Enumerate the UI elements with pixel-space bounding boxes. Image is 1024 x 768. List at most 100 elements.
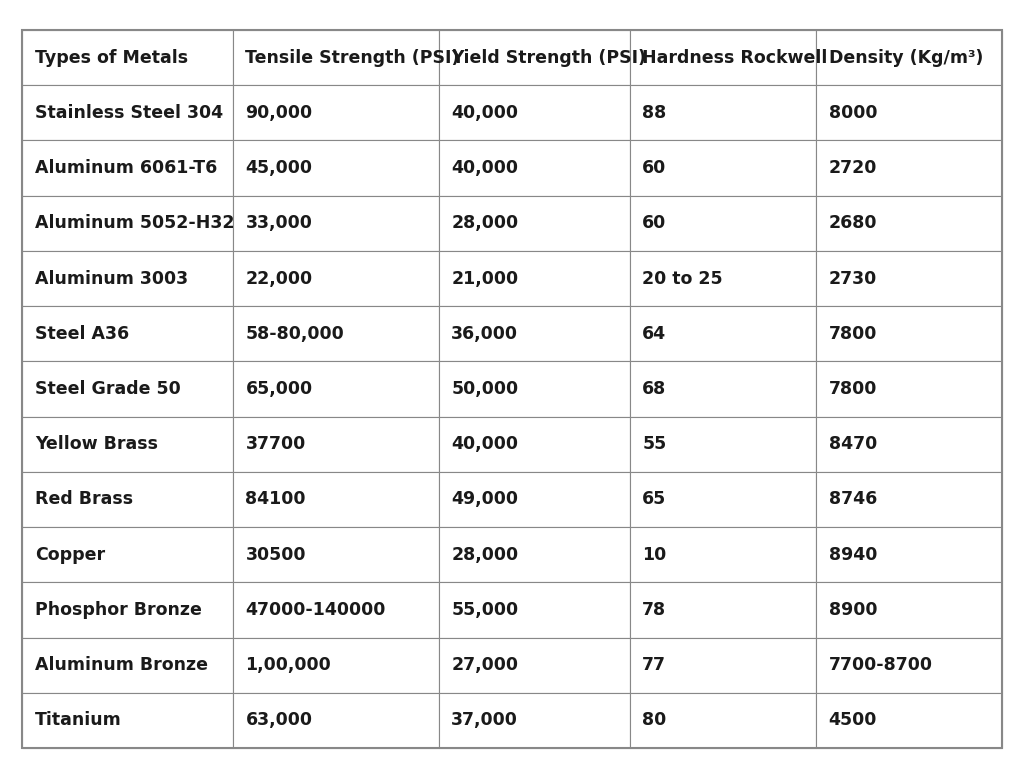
Bar xyxy=(630,306,816,362)
Bar xyxy=(816,637,1002,693)
Bar xyxy=(816,30,1002,85)
Bar xyxy=(232,693,438,748)
Bar xyxy=(816,306,1002,362)
Text: Yellow Brass: Yellow Brass xyxy=(35,435,158,453)
Text: 45,000: 45,000 xyxy=(246,159,312,177)
Bar xyxy=(630,30,816,85)
Bar xyxy=(22,85,232,141)
Text: 80: 80 xyxy=(642,711,667,730)
Bar xyxy=(438,693,630,748)
Bar xyxy=(232,527,438,582)
Text: 37,000: 37,000 xyxy=(452,711,518,730)
Bar xyxy=(22,637,232,693)
Text: Titanium: Titanium xyxy=(35,711,122,730)
Bar xyxy=(438,196,630,251)
Text: 7800: 7800 xyxy=(828,325,877,343)
Text: 2720: 2720 xyxy=(828,159,877,177)
Text: Hardness Rockwell: Hardness Rockwell xyxy=(642,48,827,67)
Bar xyxy=(22,693,232,748)
Text: Steel Grade 50: Steel Grade 50 xyxy=(35,380,180,398)
Bar xyxy=(816,141,1002,196)
Bar xyxy=(22,527,232,582)
Text: 77: 77 xyxy=(642,656,667,674)
Text: 4500: 4500 xyxy=(828,711,877,730)
Text: 28,000: 28,000 xyxy=(452,214,518,232)
Bar xyxy=(816,251,1002,306)
Bar xyxy=(816,582,1002,637)
Text: Density (Kg/m³): Density (Kg/m³) xyxy=(828,48,983,67)
Text: 60: 60 xyxy=(642,214,667,232)
Bar xyxy=(438,141,630,196)
Bar xyxy=(630,693,816,748)
Text: 2680: 2680 xyxy=(828,214,877,232)
Bar xyxy=(232,251,438,306)
Text: 65,000: 65,000 xyxy=(246,380,312,398)
Text: 7700-8700: 7700-8700 xyxy=(828,656,933,674)
Text: 68: 68 xyxy=(642,380,667,398)
Bar xyxy=(630,196,816,251)
Text: Aluminum 6061-T6: Aluminum 6061-T6 xyxy=(35,159,217,177)
Text: 30500: 30500 xyxy=(246,546,306,564)
Bar xyxy=(630,472,816,527)
Bar xyxy=(438,582,630,637)
Bar xyxy=(22,416,232,472)
Text: 27,000: 27,000 xyxy=(452,656,518,674)
Text: Tensile Strength (PSI): Tensile Strength (PSI) xyxy=(246,48,460,67)
Text: 90,000: 90,000 xyxy=(246,104,312,122)
Text: Red Brass: Red Brass xyxy=(35,491,133,508)
Text: 60: 60 xyxy=(642,159,667,177)
Text: Aluminum 5052-H32: Aluminum 5052-H32 xyxy=(35,214,234,232)
Bar xyxy=(438,416,630,472)
Text: 55,000: 55,000 xyxy=(452,601,518,619)
Text: 84100: 84100 xyxy=(246,491,306,508)
Text: 55: 55 xyxy=(642,435,667,453)
Bar xyxy=(816,196,1002,251)
Bar xyxy=(22,251,232,306)
Text: 65: 65 xyxy=(642,491,667,508)
Text: Aluminum 3003: Aluminum 3003 xyxy=(35,270,187,287)
Text: 63,000: 63,000 xyxy=(246,711,312,730)
Bar xyxy=(630,85,816,141)
Text: 28,000: 28,000 xyxy=(452,546,518,564)
Text: Steel A36: Steel A36 xyxy=(35,325,129,343)
Bar xyxy=(22,306,232,362)
Bar xyxy=(630,527,816,582)
Bar xyxy=(232,637,438,693)
Bar xyxy=(22,196,232,251)
Bar xyxy=(630,362,816,416)
Text: 8900: 8900 xyxy=(828,601,877,619)
Bar xyxy=(232,582,438,637)
Bar xyxy=(630,141,816,196)
Bar xyxy=(232,472,438,527)
Bar xyxy=(816,693,1002,748)
Text: 64: 64 xyxy=(642,325,667,343)
Bar xyxy=(630,416,816,472)
Text: 8000: 8000 xyxy=(828,104,877,122)
Bar xyxy=(438,637,630,693)
Bar xyxy=(438,362,630,416)
Text: 78: 78 xyxy=(642,601,667,619)
Text: 36,000: 36,000 xyxy=(452,325,518,343)
Text: Stainless Steel 304: Stainless Steel 304 xyxy=(35,104,223,122)
Text: 33,000: 33,000 xyxy=(246,214,312,232)
Text: Phosphor Bronze: Phosphor Bronze xyxy=(35,601,202,619)
Text: Yield Strength (PSI): Yield Strength (PSI) xyxy=(452,48,646,67)
Bar xyxy=(438,251,630,306)
Bar xyxy=(816,362,1002,416)
Text: 40,000: 40,000 xyxy=(452,159,518,177)
Bar xyxy=(438,527,630,582)
Text: 22,000: 22,000 xyxy=(246,270,312,287)
Bar xyxy=(630,582,816,637)
Bar xyxy=(438,306,630,362)
Bar xyxy=(232,306,438,362)
Bar xyxy=(816,472,1002,527)
Bar xyxy=(816,416,1002,472)
Bar xyxy=(232,30,438,85)
Text: 2730: 2730 xyxy=(828,270,877,287)
Bar xyxy=(232,196,438,251)
Bar xyxy=(232,416,438,472)
Bar xyxy=(816,527,1002,582)
Bar xyxy=(630,251,816,306)
Bar xyxy=(22,472,232,527)
Text: 40,000: 40,000 xyxy=(452,104,518,122)
